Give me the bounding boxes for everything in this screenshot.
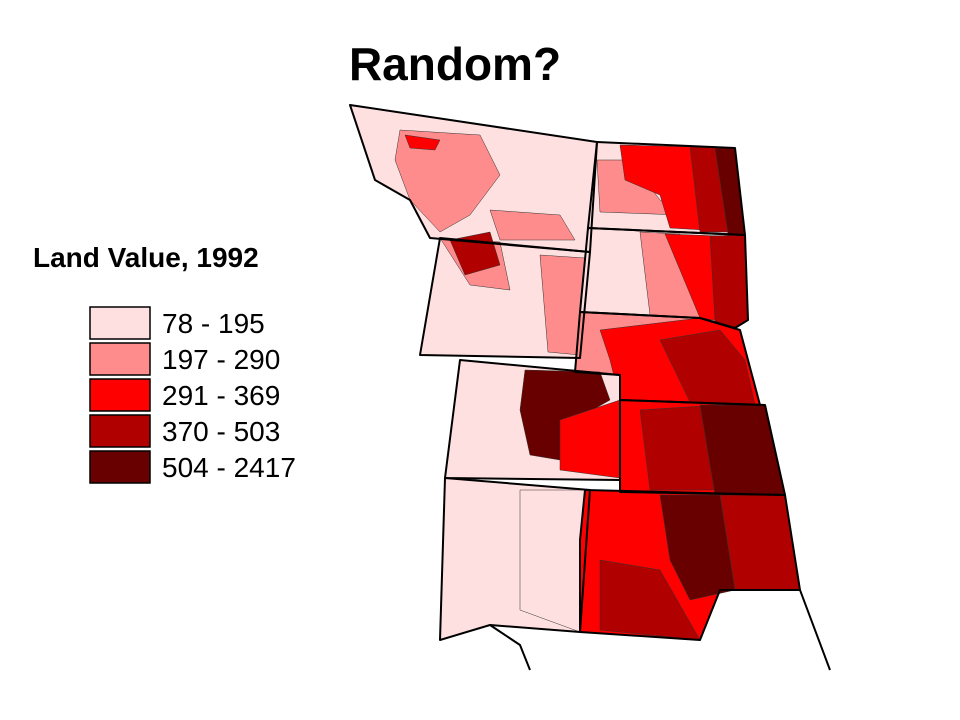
region xyxy=(659,329,756,406)
state-outline xyxy=(489,624,531,671)
map xyxy=(349,104,831,671)
state-outline xyxy=(579,489,801,641)
legend-swatch xyxy=(89,378,151,412)
legend-label: 504 - 2417 xyxy=(162,452,296,483)
legend-label: 370 - 503 xyxy=(162,416,280,447)
legend: 78 - 195 197 - 290 291 - 369 370 - 503 504 -… xyxy=(89,306,296,484)
region xyxy=(699,404,786,496)
legend-title: Land Value, 1992 xyxy=(33,242,259,273)
title: Random? xyxy=(349,38,561,90)
state-outline xyxy=(419,237,591,359)
region xyxy=(404,134,441,151)
legend-label: 291 - 369 xyxy=(162,380,280,411)
region xyxy=(709,234,749,329)
legend-swatch xyxy=(89,450,151,484)
legend-swatch xyxy=(89,414,151,448)
region xyxy=(489,209,576,241)
legend-label: 78 - 195 xyxy=(162,308,265,339)
state-outline xyxy=(439,477,591,641)
legend-swatch xyxy=(89,306,151,340)
region xyxy=(394,129,501,233)
region xyxy=(659,494,736,601)
legend-label: 197 - 290 xyxy=(162,344,280,375)
legend-swatch xyxy=(89,342,151,376)
state-outline xyxy=(799,589,831,671)
